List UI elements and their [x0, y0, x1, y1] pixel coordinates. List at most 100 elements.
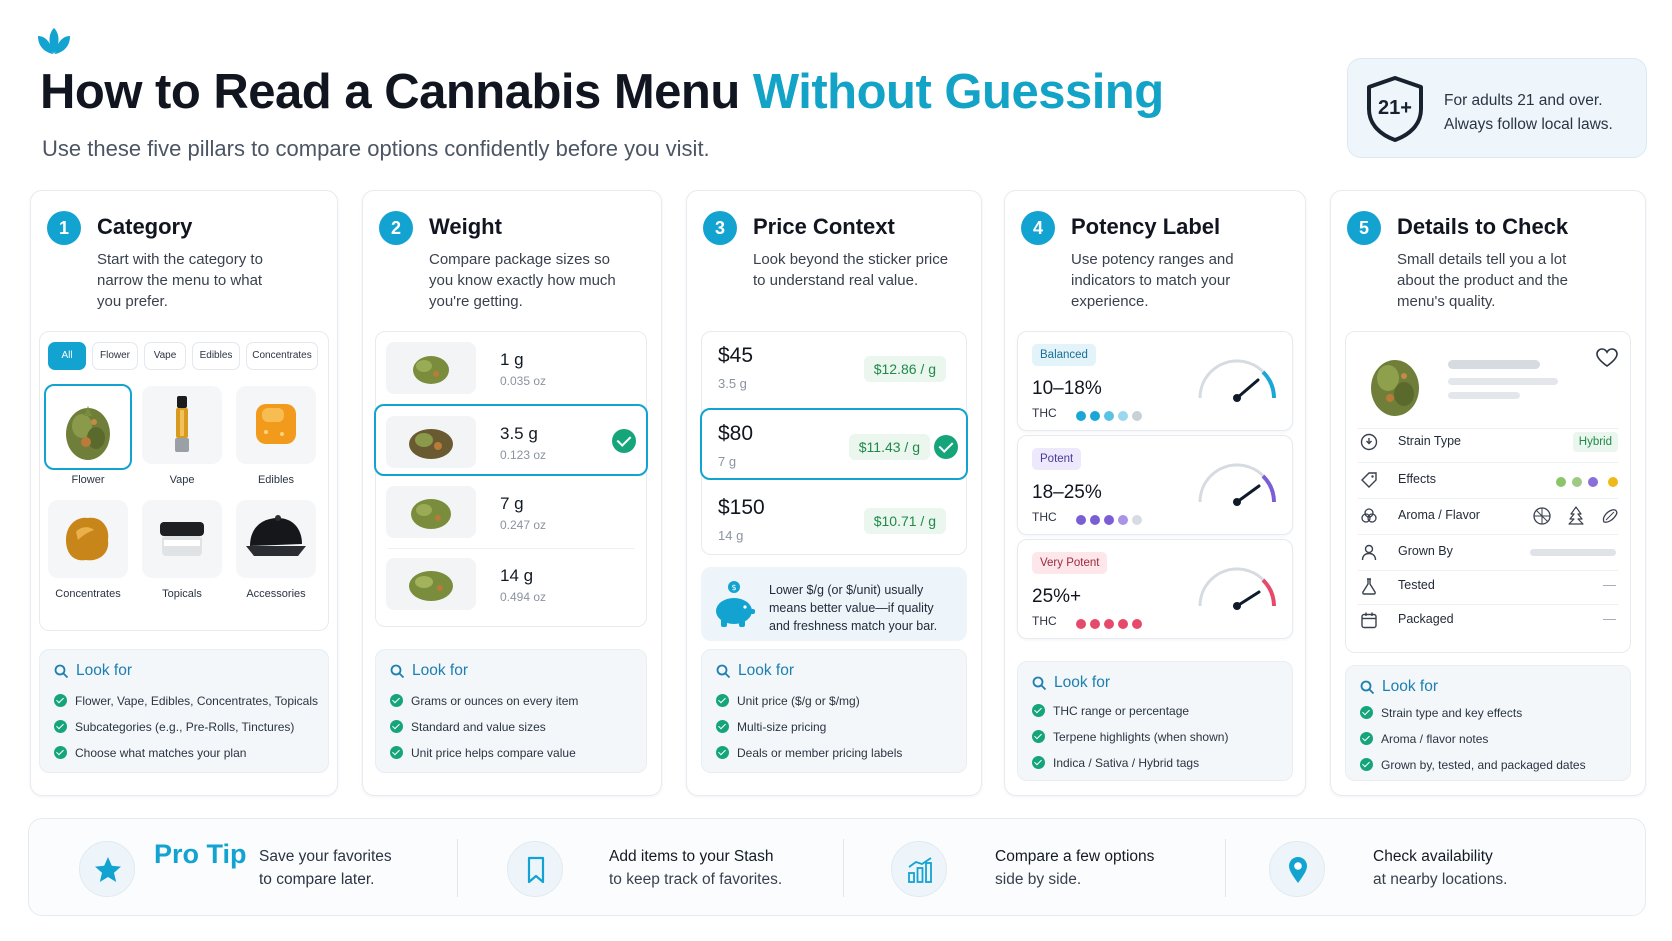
gauge-potent-icon [1198, 463, 1276, 506]
look-for-text: Subcategories (e.g., Pre-Rolls, Tincture… [75, 720, 295, 734]
effects-color-dots [1556, 474, 1618, 492]
flower-bud-icon [413, 356, 449, 384]
potency-badge: Very Potent [1032, 552, 1108, 574]
tile-concentrates[interactable] [48, 500, 128, 578]
age-notice-text: For adults 21 and over. Always follow lo… [1444, 89, 1613, 137]
packaged-value: — [1603, 611, 1616, 626]
location-circle [1269, 841, 1325, 897]
weight-option[interactable]: 1 g 0.035 oz [376, 332, 646, 404]
tile-edibles[interactable] [236, 386, 316, 464]
card-category: 1 Category Start with the category to na… [30, 190, 338, 796]
detail-row-tested: Tested — [1346, 568, 1630, 604]
look-for-item: Deals or member pricing labels [716, 746, 902, 760]
magnifier-icon [1032, 676, 1047, 691]
chart-circle [891, 841, 947, 897]
step-number: 2 [379, 211, 413, 245]
detail-label: Effects [1398, 472, 1436, 486]
effect-dot [1608, 477, 1618, 487]
look-for-text: Deals or member pricing labels [737, 746, 903, 760]
card-details-to-check: 5 Details to Check Small details tell yo… [1330, 190, 1646, 796]
tile-flower[interactable] [44, 384, 132, 470]
tile-topicals[interactable] [142, 500, 222, 578]
svg-text:$: $ [731, 583, 736, 592]
price-weight: 14 g [718, 528, 744, 543]
weight-image [386, 342, 476, 394]
weight-ounces: 0.123 oz [500, 448, 547, 462]
potency-range: 10–18% [1032, 378, 1102, 399]
calendar-icon [1361, 612, 1377, 629]
look-for-label: Look for [1382, 678, 1439, 695]
gauge-balanced-icon [1198, 359, 1276, 402]
look-for-text: Unit price ($/g or $/mg) [737, 694, 860, 708]
tip-line: at nearby locations. [1373, 871, 1508, 888]
desc-line: narrow the menu to what [97, 272, 263, 289]
leaf-logo-icon [38, 28, 70, 54]
unit-price-badge: $12.86 / g [863, 356, 946, 382]
check-icon [390, 694, 403, 707]
page-title: How to Read a Cannabis Menu Without Gues… [40, 64, 1164, 120]
look-for-item: Unit price helps compare value [390, 746, 576, 760]
tip-line: Lower $/g (or $/unit) usually [769, 583, 924, 597]
desc-line: about the product and the [1397, 272, 1568, 289]
chip-edibles[interactable]: Edibles [192, 342, 240, 370]
flower-bud-icon [1371, 360, 1419, 416]
check-icon [716, 720, 729, 733]
gummy-edible-icon [256, 404, 296, 444]
desc-line: you're getting. [429, 293, 523, 310]
card-title: Potency Label [1071, 214, 1221, 239]
subtitle-placeholder [1448, 378, 1558, 385]
location-pin-icon [1289, 857, 1307, 883]
price-option[interactable]: $45 3.5 g $12.86 / g [702, 332, 966, 404]
potency-dots [1076, 616, 1146, 634]
chip-concentrates[interactable]: Concentrates [246, 342, 318, 370]
chip-vape[interactable]: Vape [144, 342, 186, 370]
weight-grams: 3.5 g [500, 424, 538, 443]
potency-very-potent[interactable]: Very Potent 25%+ THC [1017, 539, 1293, 639]
weight-grams: 7 g [500, 494, 524, 513]
tile-vape[interactable] [142, 386, 222, 464]
age-line-2: Always follow local laws. [1444, 116, 1613, 133]
card-description: Start with the category to narrow the me… [97, 249, 263, 312]
weight-option[interactable]: 7 g 0.247 oz [376, 476, 646, 548]
age-line-1: For adults 21 and over. [1444, 92, 1603, 109]
look-for-label: Look for [1054, 674, 1111, 691]
bar-chart-icon [908, 857, 932, 883]
look-for-item: Unit price ($/g or $/mg) [716, 694, 860, 708]
check-icon [54, 720, 67, 733]
look-for-label: Look for [76, 662, 133, 679]
tile-accessories[interactable] [236, 500, 316, 578]
heart-favorite-icon[interactable] [1596, 348, 1618, 368]
weight-option-selected[interactable]: 3.5 g 0.123 oz [374, 404, 648, 476]
look-for-item: Choose what matches your plan [54, 746, 246, 760]
potency-potent[interactable]: Potent 18–25% THC [1017, 435, 1293, 535]
potency-levels: Balanced 10–18% THC Potent 18–25% THC [1017, 331, 1293, 651]
citrus-icon [1533, 507, 1551, 525]
check-icon [1360, 706, 1373, 719]
tile-label: Accessories [246, 588, 306, 600]
value-tip: $ Lower $/g (or $/unit) usually means be… [701, 567, 967, 641]
chip-flower[interactable]: Flower [92, 342, 138, 370]
potency-dot [1090, 411, 1100, 421]
weight-options-panel: 1 g 0.035 oz 3.5 g 0.123 oz 7 g 0.247 oz… [374, 331, 648, 627]
price-option-selected[interactable]: $80 7 g $11.43 / g [700, 408, 968, 480]
price-weight: 3.5 g [718, 376, 747, 391]
tip-line: Add items to your Stash [609, 848, 774, 865]
look-for-text: Aroma / flavor notes [1381, 732, 1489, 746]
step-number: 1 [47, 211, 81, 245]
divider [1225, 839, 1226, 897]
weight-grams: 1 g [500, 350, 524, 369]
look-for-text: Indica / Sativa / Hybrid tags [1053, 756, 1200, 770]
age-badge-text: 21+ [1378, 97, 1412, 119]
look-for-box: Look for Unit price ($/g or $/mg) Multi-… [701, 649, 967, 773]
price-option[interactable]: $150 14 g $10.71 / g [702, 484, 966, 556]
potency-balanced[interactable]: Balanced 10–18% THC [1017, 331, 1293, 431]
weight-option[interactable]: 14 g 0.494 oz [376, 548, 646, 620]
star-circle [79, 841, 135, 897]
card-title: Weight [429, 214, 502, 239]
tile-label: Flower [71, 474, 105, 486]
chip-all[interactable]: All [48, 342, 86, 370]
detail-label: Packaged [1398, 612, 1454, 626]
tip-save-favorites: Save your favorites to compare later. [259, 845, 392, 891]
card-title: Category [97, 214, 193, 239]
price-amount: $80 [718, 422, 754, 445]
